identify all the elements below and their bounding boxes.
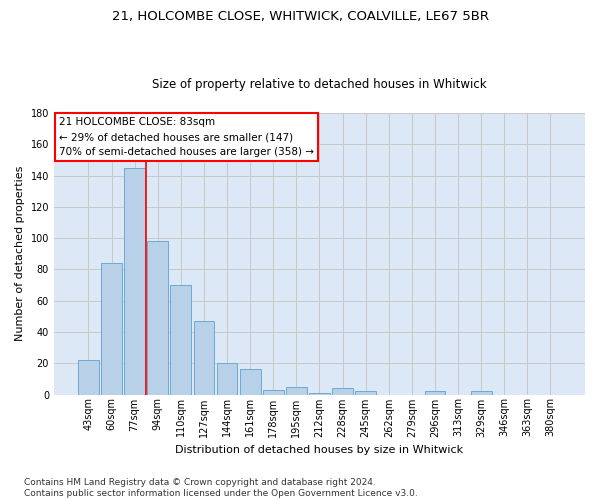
Bar [148,241,168,394]
X-axis label: Distribution of detached houses by size in Whitwick: Distribution of detached houses by size … [175,445,464,455]
Bar [425,392,445,394]
Y-axis label: Number of detached properties: Number of detached properties [15,166,25,342]
Bar [471,392,491,394]
Bar [170,285,191,395]
Bar [124,168,145,394]
Bar [101,263,122,394]
Bar [286,386,307,394]
Text: 21, HOLCOMBE CLOSE, WHITWICK, COALVILLE, LE67 5BR: 21, HOLCOMBE CLOSE, WHITWICK, COALVILLE,… [112,10,488,23]
Bar [217,363,238,394]
Bar [240,370,260,394]
Text: Contains HM Land Registry data © Crown copyright and database right 2024.
Contai: Contains HM Land Registry data © Crown c… [24,478,418,498]
Bar [194,321,214,394]
Bar [78,360,99,394]
Bar [355,392,376,394]
Bar [263,390,284,394]
Bar [309,393,330,394]
Bar [332,388,353,394]
Text: 21 HOLCOMBE CLOSE: 83sqm
← 29% of detached houses are smaller (147)
70% of semi-: 21 HOLCOMBE CLOSE: 83sqm ← 29% of detach… [59,117,314,157]
Title: Size of property relative to detached houses in Whitwick: Size of property relative to detached ho… [152,78,487,91]
